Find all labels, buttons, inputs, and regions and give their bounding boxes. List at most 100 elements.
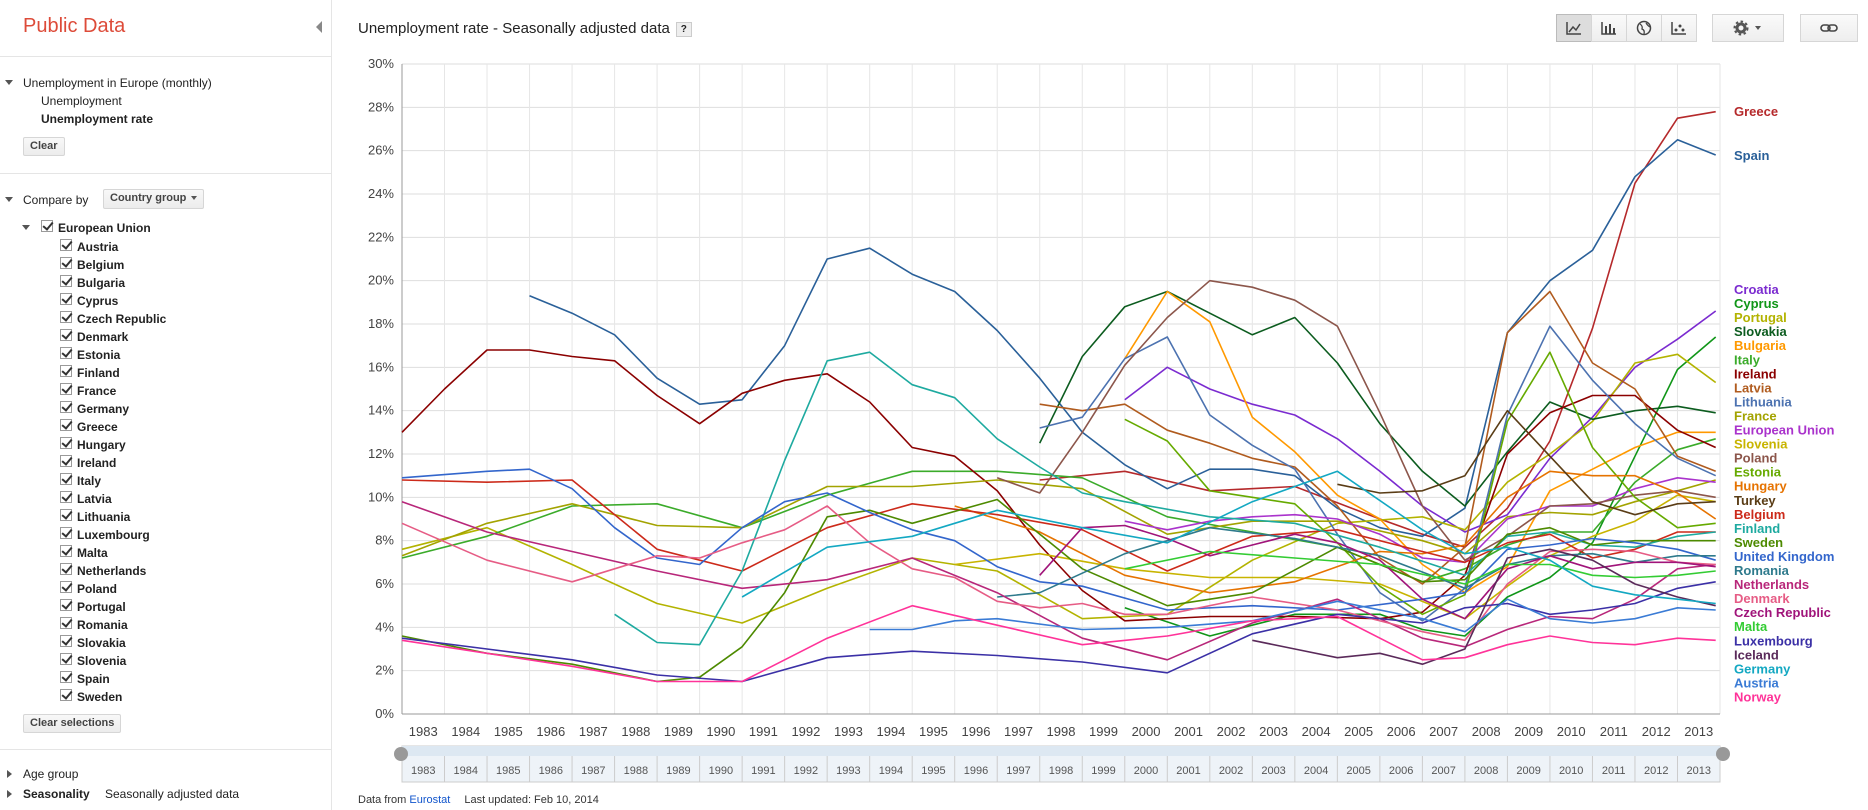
timeline-track[interactable] — [402, 746, 1720, 756]
country-group-dropdown[interactable]: Country group — [103, 189, 205, 209]
legend-label[interactable]: Belgium — [1734, 507, 1785, 522]
country-checkbox[interactable] — [60, 365, 72, 377]
expand-seasonality-icon[interactable] — [7, 790, 12, 798]
legend-label[interactable]: Sweden — [1734, 535, 1783, 550]
legend-label[interactable]: Turkey — [1734, 493, 1776, 508]
country-checkbox[interactable] — [60, 419, 72, 431]
country-checkbox[interactable] — [60, 509, 72, 521]
country-checkbox[interactable] — [60, 653, 72, 665]
legend-label[interactable]: European Union — [1734, 423, 1834, 438]
series-line[interactable] — [401, 500, 1716, 661]
map-chart-button[interactable] — [1626, 14, 1662, 42]
timeline-end-handle[interactable] — [1716, 747, 1730, 761]
country-checkbox[interactable] — [60, 437, 72, 449]
country-checkbox[interactable] — [60, 563, 72, 575]
legend-label[interactable]: Iceland — [1734, 647, 1779, 662]
series-line[interactable] — [1124, 336, 1717, 637]
series-line[interactable] — [1252, 548, 1716, 666]
series-line[interactable] — [1124, 476, 1716, 564]
series-line[interactable] — [1124, 290, 1716, 594]
legend-label[interactable]: Poland — [1734, 451, 1777, 466]
bar-chart-button[interactable] — [1591, 14, 1627, 42]
country-checkbox[interactable] — [60, 347, 72, 359]
legend-label[interactable]: Norway — [1734, 689, 1782, 704]
legend-label[interactable]: Croatia — [1734, 282, 1780, 297]
dataset-title[interactable]: Unemployment in Europe (monthly) — [23, 76, 212, 90]
expand-dataset-icon[interactable] — [5, 80, 13, 85]
expand-compare-icon[interactable] — [5, 197, 13, 202]
country-checkbox[interactable] — [60, 239, 72, 251]
country-checkbox[interactable] — [60, 491, 72, 503]
clear-selections-button[interactable]: Clear selections — [23, 714, 122, 733]
series-line[interactable] — [1039, 325, 1717, 622]
metric-unemployment-rate[interactable]: Unemployment rate — [41, 112, 154, 126]
bubble-chart-button[interactable] — [1661, 14, 1697, 42]
country-checkbox[interactable] — [60, 671, 72, 683]
legend-label[interactable]: Spain — [1734, 148, 1769, 163]
eu-checkbox[interactable] — [41, 220, 53, 232]
legend-label[interactable]: Germany — [1734, 661, 1791, 676]
legend-label[interactable]: Netherlands — [1734, 577, 1809, 592]
legend-label[interactable]: United Kingdom — [1734, 549, 1834, 564]
legend-label[interactable]: Austria — [1734, 675, 1780, 690]
country-checkbox[interactable] — [60, 275, 72, 287]
legend-label[interactable]: Malta — [1734, 619, 1768, 634]
country-checkbox[interactable] — [60, 581, 72, 593]
series-line[interactable] — [614, 351, 1716, 646]
legend-label[interactable]: Ireland — [1734, 366, 1777, 381]
expand-eu-icon[interactable] — [22, 225, 30, 230]
series-line[interactable] — [1124, 310, 1717, 533]
country-checkbox[interactable] — [60, 293, 72, 305]
series-line[interactable] — [1038, 290, 1716, 507]
help-icon[interactable]: ? — [675, 21, 692, 37]
series-line[interactable] — [1337, 409, 1716, 516]
series-line[interactable] — [401, 438, 1716, 583]
legend-label[interactable]: Latvia — [1734, 380, 1772, 395]
country-checkbox[interactable] — [60, 617, 72, 629]
legend-label[interactable]: Denmark — [1734, 591, 1790, 606]
metric-unemployment[interactable]: Unemployment — [41, 94, 122, 108]
legend-label[interactable]: Greece — [1734, 104, 1778, 119]
country-checkbox[interactable] — [60, 545, 72, 557]
country-checkbox[interactable] — [60, 383, 72, 395]
collapse-sidebar-icon[interactable] — [316, 21, 322, 33]
country-checkbox[interactable] — [60, 455, 72, 467]
legend-label[interactable]: Slovakia — [1734, 324, 1788, 339]
series-line[interactable] — [1124, 550, 1716, 585]
legend-label[interactable]: Italy — [1734, 352, 1761, 367]
timeline-start-handle[interactable] — [394, 747, 408, 761]
series-line[interactable] — [1124, 351, 1716, 616]
series-line[interactable] — [1039, 290, 1716, 585]
clear-button[interactable]: Clear — [23, 137, 65, 156]
series-line[interactable] — [401, 349, 1717, 622]
legend-label[interactable]: Bulgaria — [1734, 338, 1787, 353]
brand-title[interactable]: Public Data — [23, 15, 126, 37]
group-european-union[interactable]: European Union — [58, 221, 151, 235]
series-line[interactable] — [401, 505, 1716, 642]
series-line[interactable] — [401, 581, 1716, 683]
legend-label[interactable]: Romania — [1734, 563, 1790, 578]
country-checkbox[interactable] — [60, 401, 72, 413]
country-checkbox[interactable] — [60, 311, 72, 323]
country-checkbox[interactable] — [60, 599, 72, 611]
legend-label[interactable]: France — [1734, 408, 1777, 423]
legend-label[interactable]: Estonia — [1734, 465, 1782, 480]
series-line[interactable] — [741, 470, 1716, 605]
legend-label[interactable]: Czech Republic — [1734, 605, 1831, 620]
legend-label[interactable]: Hungary — [1734, 479, 1788, 494]
country-checkbox[interactable] — [60, 635, 72, 647]
country-checkbox[interactable] — [60, 527, 72, 539]
series-line[interactable] — [401, 604, 1716, 683]
country-checkbox[interactable] — [60, 257, 72, 269]
legend-label[interactable]: Finland — [1734, 521, 1780, 536]
series-line[interactable] — [1039, 110, 1716, 549]
series-line[interactable] — [401, 468, 1716, 611]
legend-label[interactable]: Cyprus — [1734, 296, 1779, 311]
country-checkbox[interactable] — [60, 473, 72, 485]
settings-button[interactable] — [1712, 14, 1784, 42]
series-line[interactable] — [1039, 524, 1716, 620]
legend-label[interactable]: Luxembourg — [1734, 633, 1813, 648]
series-line[interactable] — [401, 353, 1717, 624]
country-checkbox[interactable] — [60, 689, 72, 701]
link-button[interactable] — [1800, 14, 1858, 42]
